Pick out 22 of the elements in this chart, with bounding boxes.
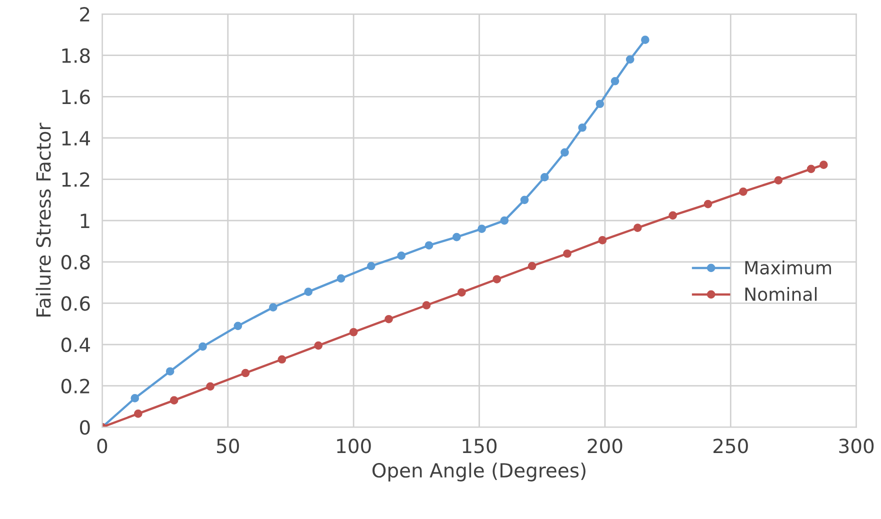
y-tick-label: 0.8 (61, 254, 90, 270)
y-tick-label: 2 (80, 6, 90, 22)
x-axis-title: Open Angle (Degrees) (372, 462, 586, 482)
x-tick-label: 200 (588, 438, 622, 454)
x-tick-label: 100 (337, 438, 371, 454)
y-axis-title: Failure Stress Factor (36, 122, 51, 316)
legend-label: Nominal (745, 287, 817, 302)
y-tick-label: 0.6 (61, 296, 90, 311)
y-tick-label: 1.6 (62, 90, 90, 104)
x-tick-label: 50 (217, 438, 239, 454)
y-tick-label: 0.4 (61, 337, 90, 352)
y-tick-label: 1.8 (62, 48, 90, 63)
legend-label: Maximum (745, 260, 832, 275)
y-tick-label: 1 (80, 214, 90, 228)
x-tick-label: 300 (839, 438, 874, 454)
x-tick-label: 250 (714, 438, 748, 454)
y-tick-label: 1.4 (62, 131, 90, 146)
y-tick-label: 1.2 (62, 172, 90, 187)
x-tick-label: 150 (462, 438, 497, 454)
y-tick-label: 0 (80, 420, 90, 435)
y-tick-label: 0.2 (61, 378, 90, 394)
x-tick-label: 0 (97, 438, 108, 454)
